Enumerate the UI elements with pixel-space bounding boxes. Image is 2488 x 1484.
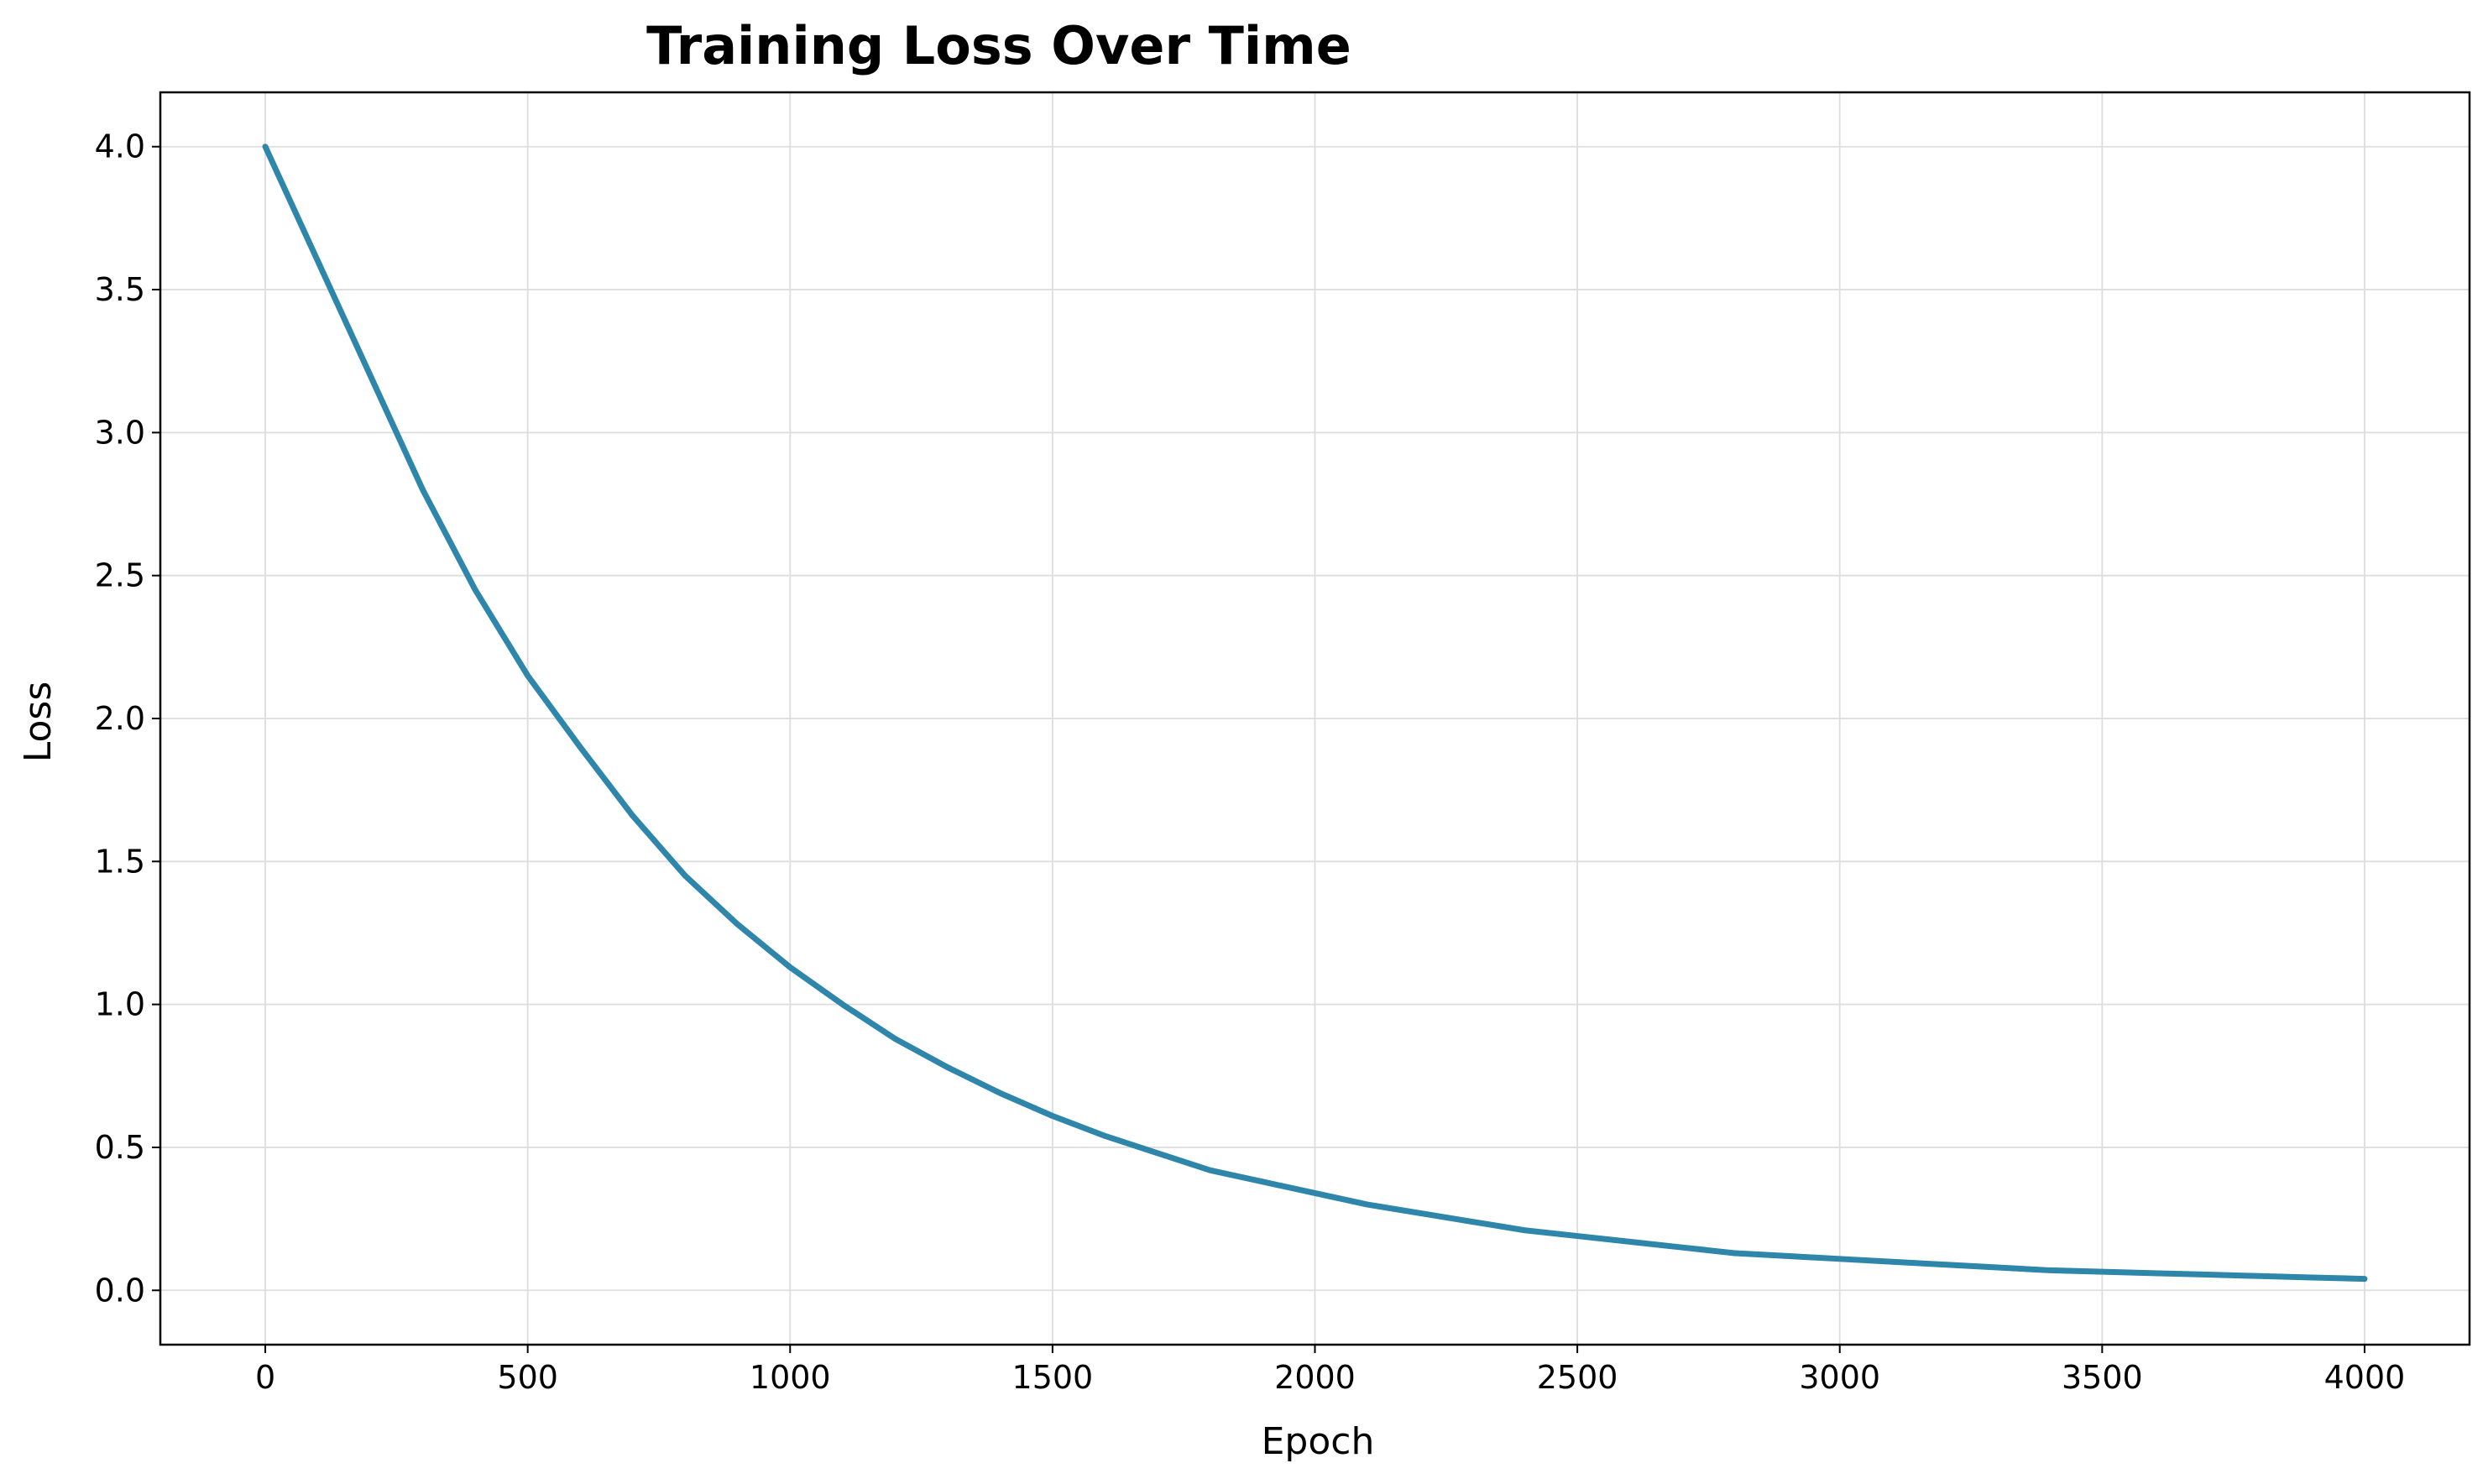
y-tick-label: 1.5: [95, 843, 145, 880]
x-axis-label: Epoch: [1262, 1420, 1375, 1463]
tick-layer: 0 500 1000 1500 2000 2500 3000 3500 4000 0.0 0.5 1.…: [95, 128, 2406, 1396]
x-tick-label: 2500: [1537, 1359, 1618, 1396]
chart-title: Training Loss Over Time: [646, 15, 1351, 76]
y-axis-label: Loss: [17, 682, 60, 763]
y-tick-label: 1.0: [95, 986, 145, 1023]
x-tick-label: 500: [497, 1359, 558, 1396]
series-layer: [262, 144, 2368, 1283]
x-tick-label: 1000: [750, 1359, 831, 1396]
y-tick-label: 3.0: [95, 414, 145, 451]
x-tick-label: 2000: [1274, 1359, 1356, 1396]
x-tick-label: 0: [255, 1359, 275, 1396]
y-tick-label: 2.0: [95, 700, 145, 737]
y-tick-label: 4.0: [95, 128, 145, 165]
x-tick-label: 3000: [1799, 1359, 1880, 1396]
y-tick-label: 0.5: [95, 1129, 145, 1166]
x-tick-label: 4000: [2324, 1359, 2406, 1396]
loss-line: [262, 144, 2368, 1283]
x-tick-label: 1500: [1012, 1359, 1094, 1396]
grid-layer: [160, 92, 2470, 1345]
y-tick-label: 0.0: [95, 1272, 145, 1309]
y-tick-label: 3.5: [95, 271, 145, 308]
y-tick-label: 2.5: [95, 557, 145, 594]
x-tick-label: 3500: [2062, 1359, 2143, 1396]
